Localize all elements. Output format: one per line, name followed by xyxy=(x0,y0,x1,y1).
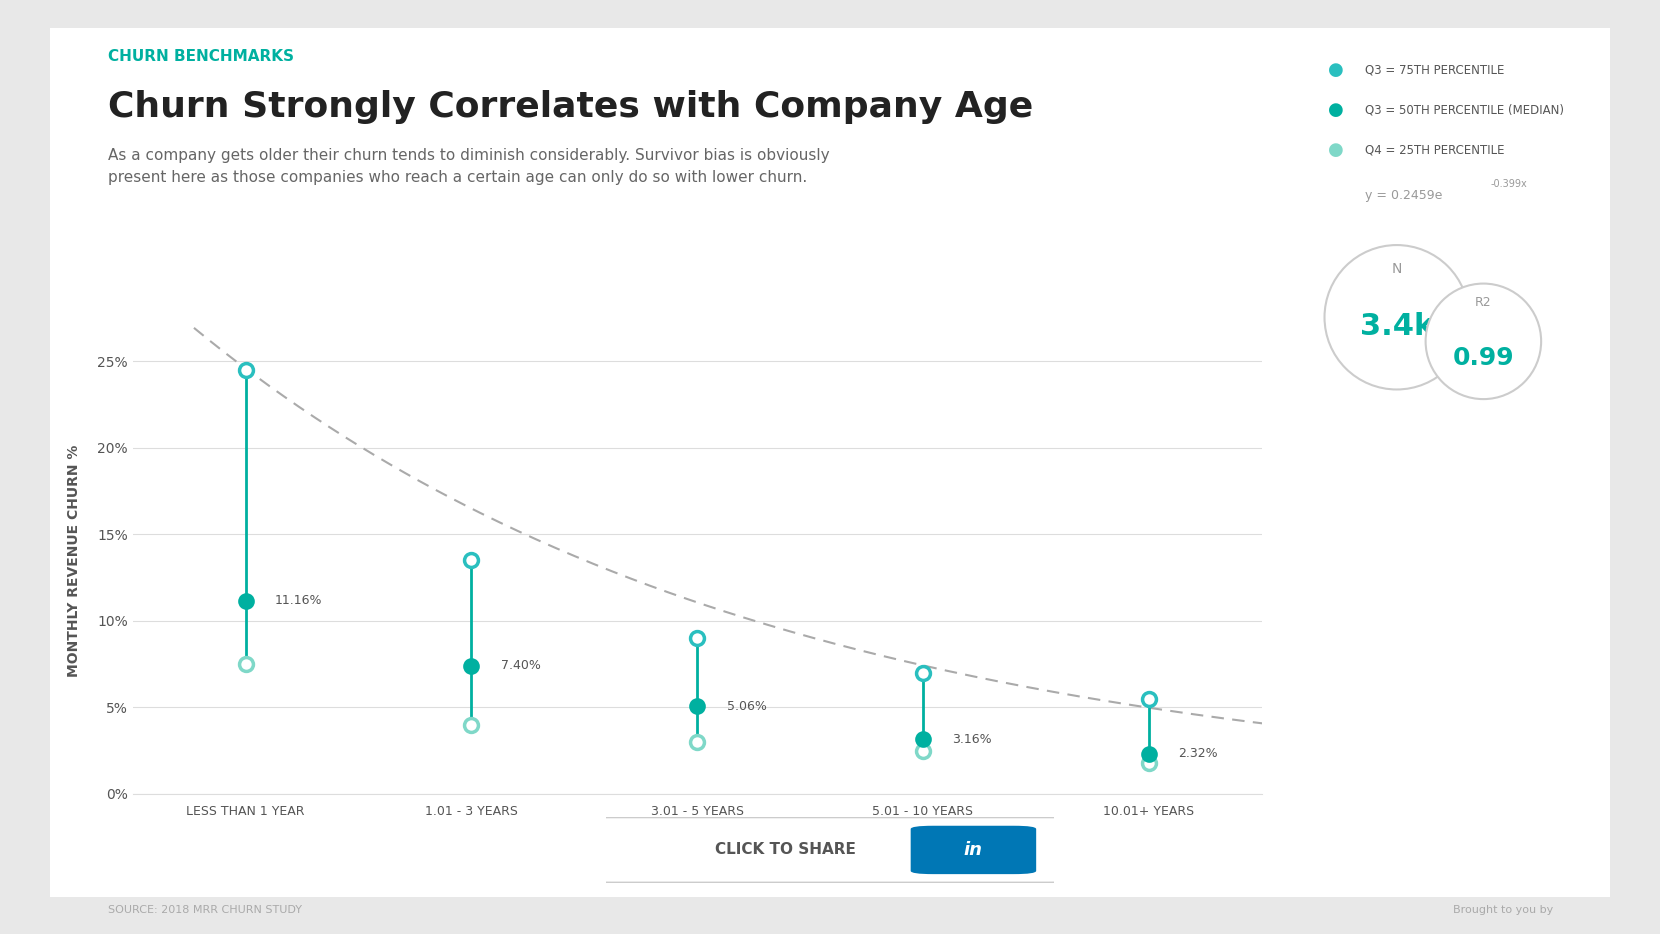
Text: R2: R2 xyxy=(1476,296,1492,309)
Text: ●: ● xyxy=(1328,101,1343,120)
Text: 0.99: 0.99 xyxy=(1452,347,1514,370)
Text: in: in xyxy=(964,841,983,859)
Text: N: N xyxy=(1391,262,1403,276)
Text: 3.16%: 3.16% xyxy=(953,733,993,745)
Text: CHURN BENCHMARKS: CHURN BENCHMARKS xyxy=(108,49,294,64)
Text: 11.16%: 11.16% xyxy=(276,594,322,607)
Text: 3.4k: 3.4k xyxy=(1360,312,1434,342)
X-axis label: YEARS IN BUSINESS: YEARS IN BUSINESS xyxy=(619,835,775,849)
Text: As a company gets older their churn tends to diminish considerably. Survivor bia: As a company gets older their churn tend… xyxy=(108,148,830,185)
FancyBboxPatch shape xyxy=(911,826,1036,874)
Y-axis label: MONTHLY REVENUE CHURN %: MONTHLY REVENUE CHURN % xyxy=(66,445,81,676)
Text: SOURCE: 2018 MRR CHURN STUDY: SOURCE: 2018 MRR CHURN STUDY xyxy=(108,905,302,915)
Text: 5.06%: 5.06% xyxy=(727,700,767,713)
FancyBboxPatch shape xyxy=(588,817,1072,883)
Text: ●: ● xyxy=(1328,61,1343,79)
Text: Q3 = 75TH PERCENTILE: Q3 = 75TH PERCENTILE xyxy=(1365,64,1504,77)
Text: -0.399x: -0.399x xyxy=(1491,179,1527,189)
Text: 2.32%: 2.32% xyxy=(1179,747,1218,760)
Circle shape xyxy=(1426,284,1540,399)
Text: Q4 = 25TH PERCENTILE: Q4 = 25TH PERCENTILE xyxy=(1365,144,1504,157)
Text: Q3 = 50TH PERCENTILE (MEDIAN): Q3 = 50TH PERCENTILE (MEDIAN) xyxy=(1365,104,1564,117)
Text: 7.40%: 7.40% xyxy=(501,659,541,672)
Text: CLICK TO SHARE: CLICK TO SHARE xyxy=(715,842,855,857)
Text: Brought to you by: Brought to you by xyxy=(1452,905,1552,915)
Text: Churn Strongly Correlates with Company Age: Churn Strongly Correlates with Company A… xyxy=(108,90,1033,123)
Text: ●: ● xyxy=(1328,141,1343,160)
Circle shape xyxy=(1325,245,1469,389)
Text: y = 0.2459e: y = 0.2459e xyxy=(1365,189,1443,202)
